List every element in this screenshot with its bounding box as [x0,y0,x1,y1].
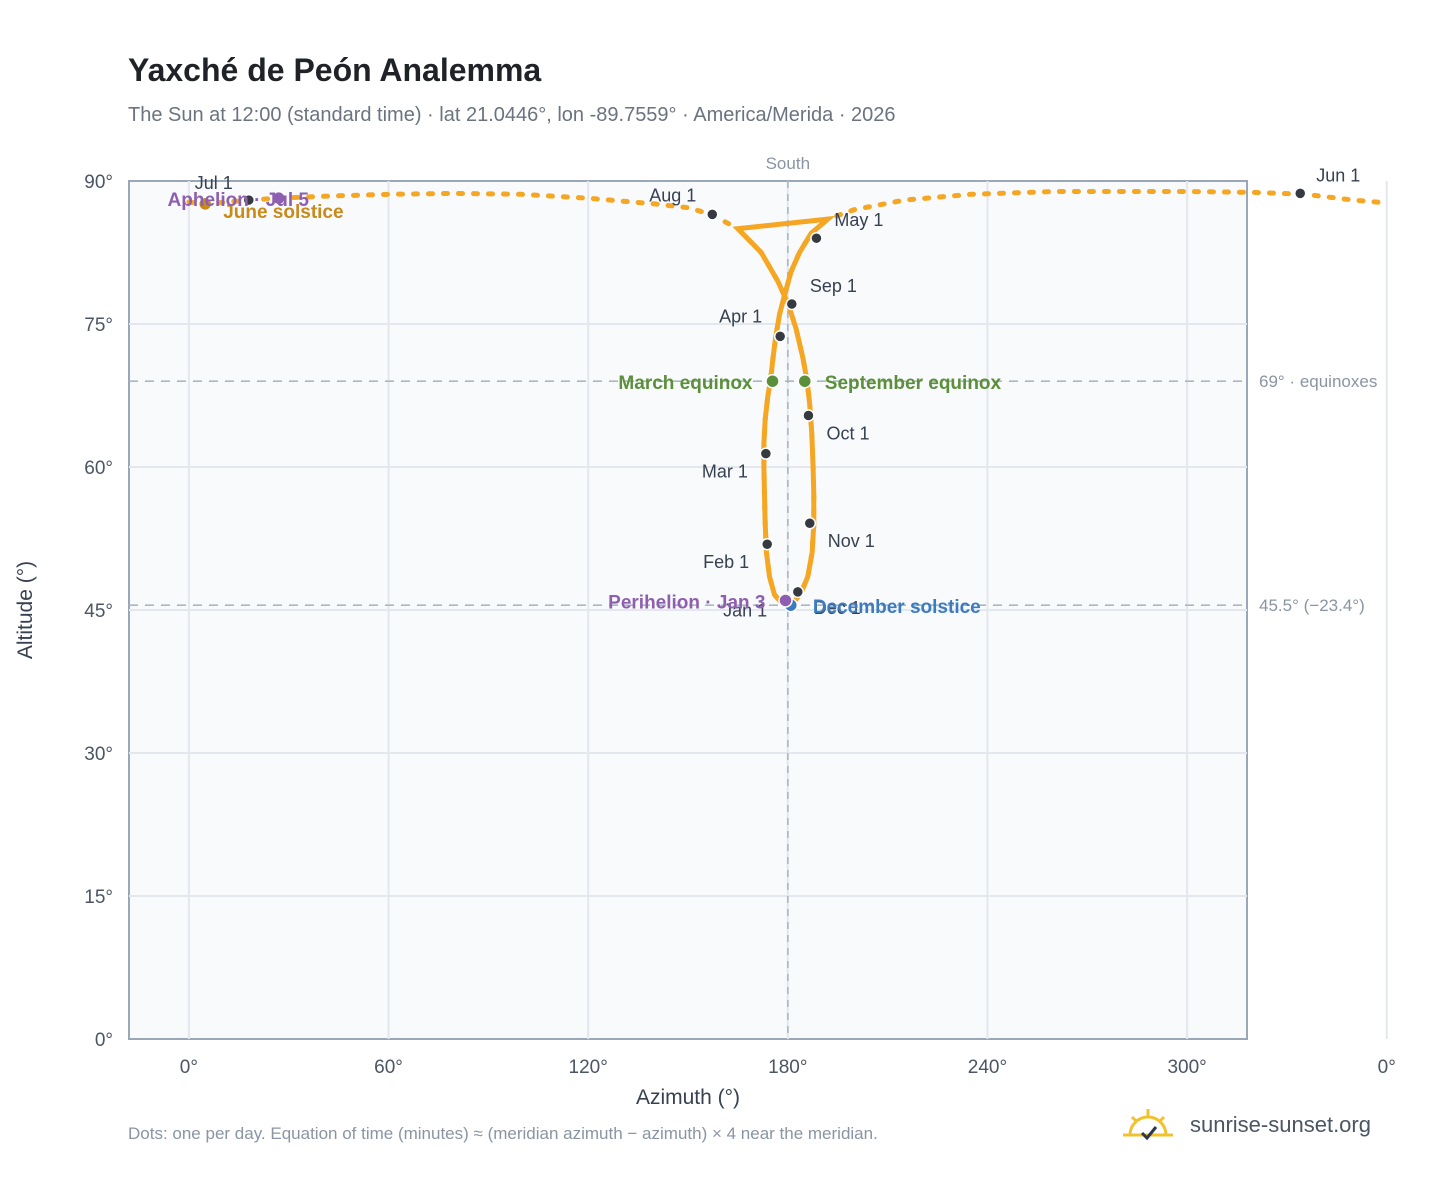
reference-label: 69° · equinoxes [1259,372,1377,391]
month-label: Jun 1 [1316,165,1360,185]
month-marker [759,447,773,460]
x-tick-label: 240° [968,1057,1007,1078]
x-tick-label: 60° [374,1057,403,1078]
event-label: December solstice [813,597,981,618]
x-tick-label: 120° [569,1057,608,1078]
axis-ticks: 0° 60° 120° 180° 240° 300° 0° 0° 15° 30° 45° 60° 75°… [84,172,1396,1078]
month-marker [785,297,799,311]
chart-title: Yaxché de Peón Analemma [128,52,542,88]
month-label: May 1 [834,210,883,230]
reference-label: 45.5° (−23.4°) [1259,596,1365,615]
month-marker [760,537,774,551]
x-axis-title: Azimuth (°) [636,1086,740,1109]
event-markers: March equinox September equinox June solst… [168,190,1002,618]
meridian-label: South [766,154,810,173]
month-marker [773,330,787,343]
event-label: June solstice [223,202,343,223]
month-label: Nov 1 [828,531,875,551]
month-marker [1293,187,1307,200]
month-label: Mar 1 [702,462,748,482]
month-marker [810,231,823,245]
y-tick-label: 30° [84,744,113,765]
event-marker [797,373,813,389]
month-label: Oct 1 [826,424,869,444]
month-label: Jan 1 [723,601,767,621]
month-label: Apr 1 [719,306,762,326]
month-marker [242,193,256,207]
event-marker [197,196,213,212]
analemma-loop [732,215,836,607]
x-tick-label: 300° [1167,1057,1206,1078]
event-marker [765,373,780,389]
footnote: Dots: one per day. Equation of time (min… [128,1124,878,1143]
apsis-marker [778,593,793,608]
month-label: Sep 1 [810,276,857,296]
month-marker [802,409,815,422]
apsis-label: Aphelion · Jul 5 [168,190,310,211]
y-tick-label: 75° [84,315,113,336]
month-markers: Jan 1 Feb 1 Mar 1 Apr 1 May 1 Jun 1 Jul 1 Aug 1… [195,165,1361,620]
month-label: Dec 1 [814,598,861,618]
y-tick-label: 15° [84,887,113,908]
brand-text: sunrise-sunset.org [1190,1112,1371,1137]
month-label: Aug 1 [649,185,696,205]
apsis-label: Perihelion · Jan 3 [608,592,765,613]
y-tick-label: 90° [84,172,113,193]
sun-logo-icon [1123,1109,1173,1141]
chart-subtitle: The Sun at 12:00 (standard time) · lat 2… [128,104,896,126]
x-tick-label: 0° [180,1057,198,1078]
event-label: March equinox [618,373,753,394]
month-marker [706,208,719,221]
brand[interactable]: sunrise-sunset.org [1120,1100,1371,1150]
month-label: Feb 1 [703,552,749,572]
month-marker [803,516,817,530]
x-tick-label: 0° [1378,1057,1396,1078]
y-tick-label: 45° [84,601,113,622]
analemma-curve [186,189,1390,607]
month-marker [791,585,805,599]
event-label: September equinox [825,373,1002,394]
y-tick-label: 0° [95,1030,113,1051]
y-tick-label: 60° [84,458,113,479]
x-tick-label: 180° [768,1057,807,1078]
apsis-marker [271,190,286,206]
month-label: Jul 1 [195,173,233,193]
y-axis-title: Altitude (°) [14,561,37,659]
